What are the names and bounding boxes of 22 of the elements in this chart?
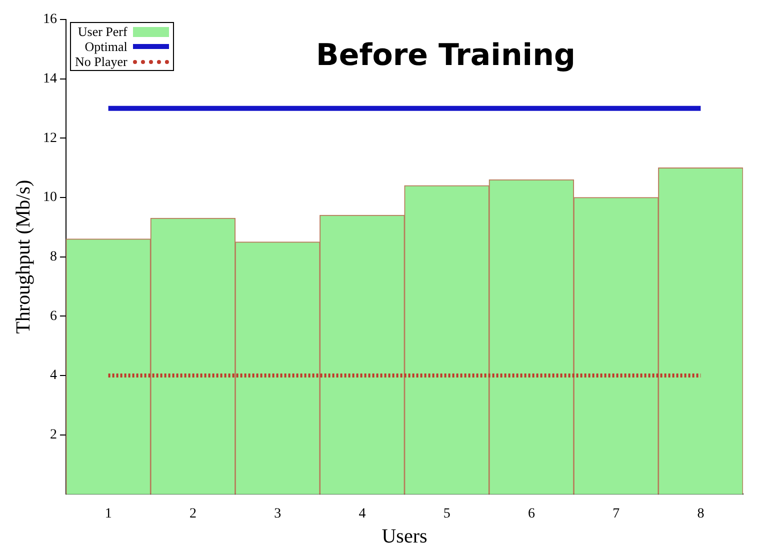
x-axis-title: Users <box>382 525 428 548</box>
x-tick-label: 3 <box>274 506 282 522</box>
x-tick-label: 1 <box>104 506 112 522</box>
y-tick-label: 10 <box>43 190 57 206</box>
y-axis-title: Throughput (Mb/s) <box>12 180 34 334</box>
legend-label: No Player <box>75 54 128 70</box>
y-tick-label: 14 <box>43 71 57 86</box>
x-tick-label: 8 <box>697 506 704 522</box>
x-tick-label: 2 <box>189 506 196 522</box>
legend-label: Optimal <box>84 39 128 54</box>
y-tick-label: 2 <box>50 428 57 443</box>
x-tick-label: 6 <box>528 506 535 522</box>
y-tick-label: 6 <box>50 308 57 324</box>
annotation: Before Training <box>316 38 576 74</box>
x-tick-label: 4 <box>358 506 366 522</box>
y-tick-label: 4 <box>50 368 57 384</box>
y-tick-label: 16 <box>43 12 57 28</box>
x-tick-label: 7 <box>612 506 620 522</box>
y-tick-label: 8 <box>50 249 57 264</box>
x-tick-label: 5 <box>443 506 450 522</box>
legend-label: User Perf <box>78 24 128 40</box>
y-tick-label: 12 <box>43 130 57 146</box>
